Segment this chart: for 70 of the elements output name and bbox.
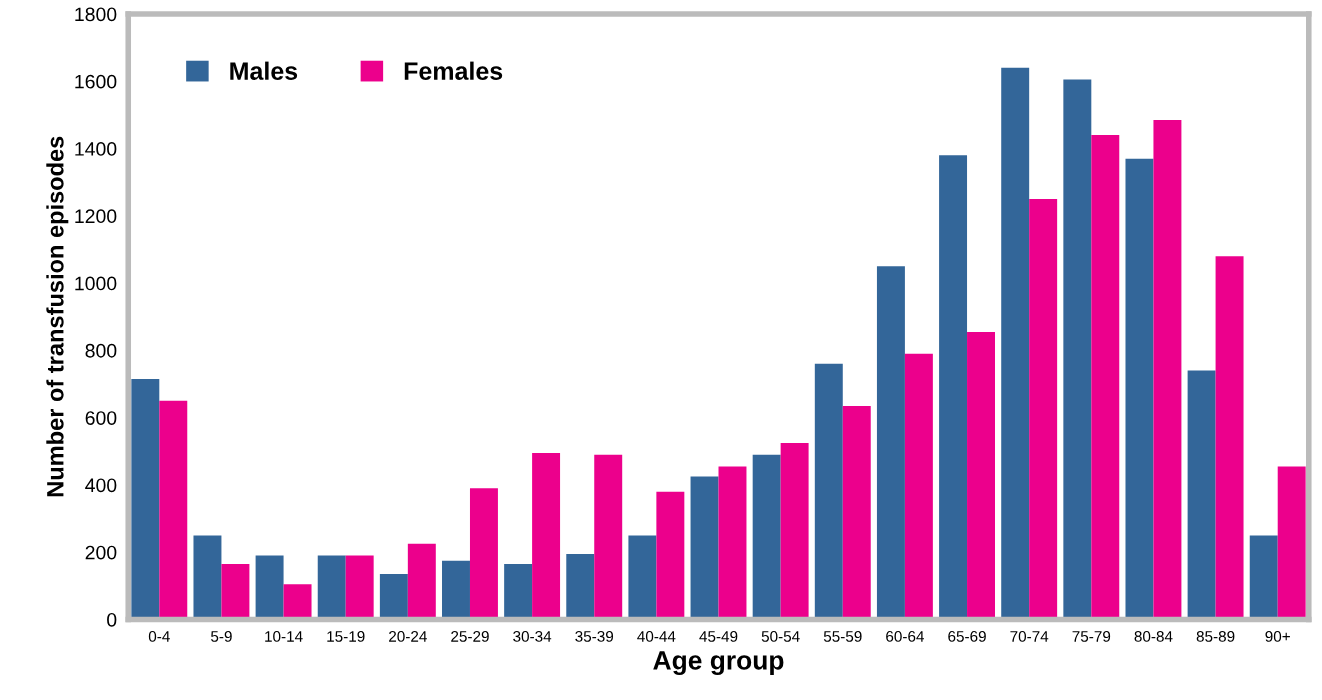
y-tick-label: 1400 xyxy=(75,142,117,156)
bar xyxy=(628,535,657,620)
bar xyxy=(1063,79,1092,620)
bar xyxy=(594,454,623,620)
bar xyxy=(939,155,968,620)
x-tick-label: 70-74 xyxy=(1010,631,1049,642)
x-tick-label: 60-64 xyxy=(886,631,924,642)
x-tick-label: 25-29 xyxy=(451,631,489,642)
legend-label: Females xyxy=(404,61,503,80)
bar xyxy=(842,405,871,620)
x-tick-label: 20-24 xyxy=(389,631,427,642)
y-tick-label: 1600 xyxy=(75,74,117,89)
x-tick-label: 45-49 xyxy=(699,631,738,642)
y-tick-label: 400 xyxy=(85,478,117,493)
bar xyxy=(532,452,561,620)
x-tick-label: 5-9 xyxy=(211,631,232,642)
legend-label: Males xyxy=(230,61,298,80)
bar xyxy=(1153,119,1182,620)
x-tick-label: 30-34 xyxy=(513,631,552,642)
bar xyxy=(193,535,222,620)
bar xyxy=(814,363,843,620)
x-tick-label: 90+ xyxy=(1265,631,1290,642)
bar xyxy=(159,400,188,620)
bar xyxy=(1091,135,1120,620)
bar xyxy=(221,564,250,620)
bar xyxy=(718,466,747,620)
y-tick-label: 200 xyxy=(85,545,117,560)
y-tick-label: 1200 xyxy=(75,209,117,224)
bar xyxy=(752,454,781,620)
bar xyxy=(780,442,809,620)
bar xyxy=(345,555,374,620)
bar xyxy=(283,584,312,620)
y-tick-label: 600 xyxy=(85,411,117,425)
bar xyxy=(690,476,719,620)
x-tick-label: 65-69 xyxy=(948,631,986,642)
x-tick-label: 55-59 xyxy=(823,631,862,642)
bar xyxy=(1187,370,1216,620)
bar xyxy=(1001,67,1030,620)
x-tick-label: 80-84 xyxy=(1134,631,1173,642)
x-axis-title: Age group xyxy=(653,651,784,676)
bar xyxy=(504,564,533,620)
bar xyxy=(379,574,408,620)
y-tick-label: 1800 xyxy=(75,7,117,22)
x-tick-label: 40-44 xyxy=(637,631,676,642)
bar xyxy=(1125,158,1154,620)
x-tick-label: 15-19 xyxy=(327,631,365,642)
bar xyxy=(442,560,470,620)
bar xyxy=(407,543,436,620)
bar xyxy=(876,266,905,620)
bar xyxy=(967,331,995,620)
y-tick-label: 1000 xyxy=(75,276,117,291)
x-tick-label: 35-39 xyxy=(575,631,614,642)
y-tick-label: 800 xyxy=(85,343,117,358)
x-tick-label: 10-14 xyxy=(265,631,303,642)
bar xyxy=(1029,199,1058,620)
bar xyxy=(1249,535,1278,620)
bar xyxy=(1277,466,1306,620)
bar xyxy=(317,555,346,620)
bar xyxy=(1215,256,1244,620)
x-tick-label: 75-79 xyxy=(1072,631,1111,642)
x-tick-label: 85-89 xyxy=(1196,631,1235,642)
y-tick-label: 0 xyxy=(107,612,117,627)
bar xyxy=(469,488,498,620)
bar xyxy=(566,553,595,620)
bar xyxy=(255,555,284,620)
y-axis-title: Number of transfusion episodes xyxy=(46,136,69,497)
bar xyxy=(904,353,933,620)
x-tick-label: 0-4 xyxy=(148,631,170,642)
x-tick-label: 50-54 xyxy=(761,631,800,642)
bar xyxy=(656,491,685,620)
